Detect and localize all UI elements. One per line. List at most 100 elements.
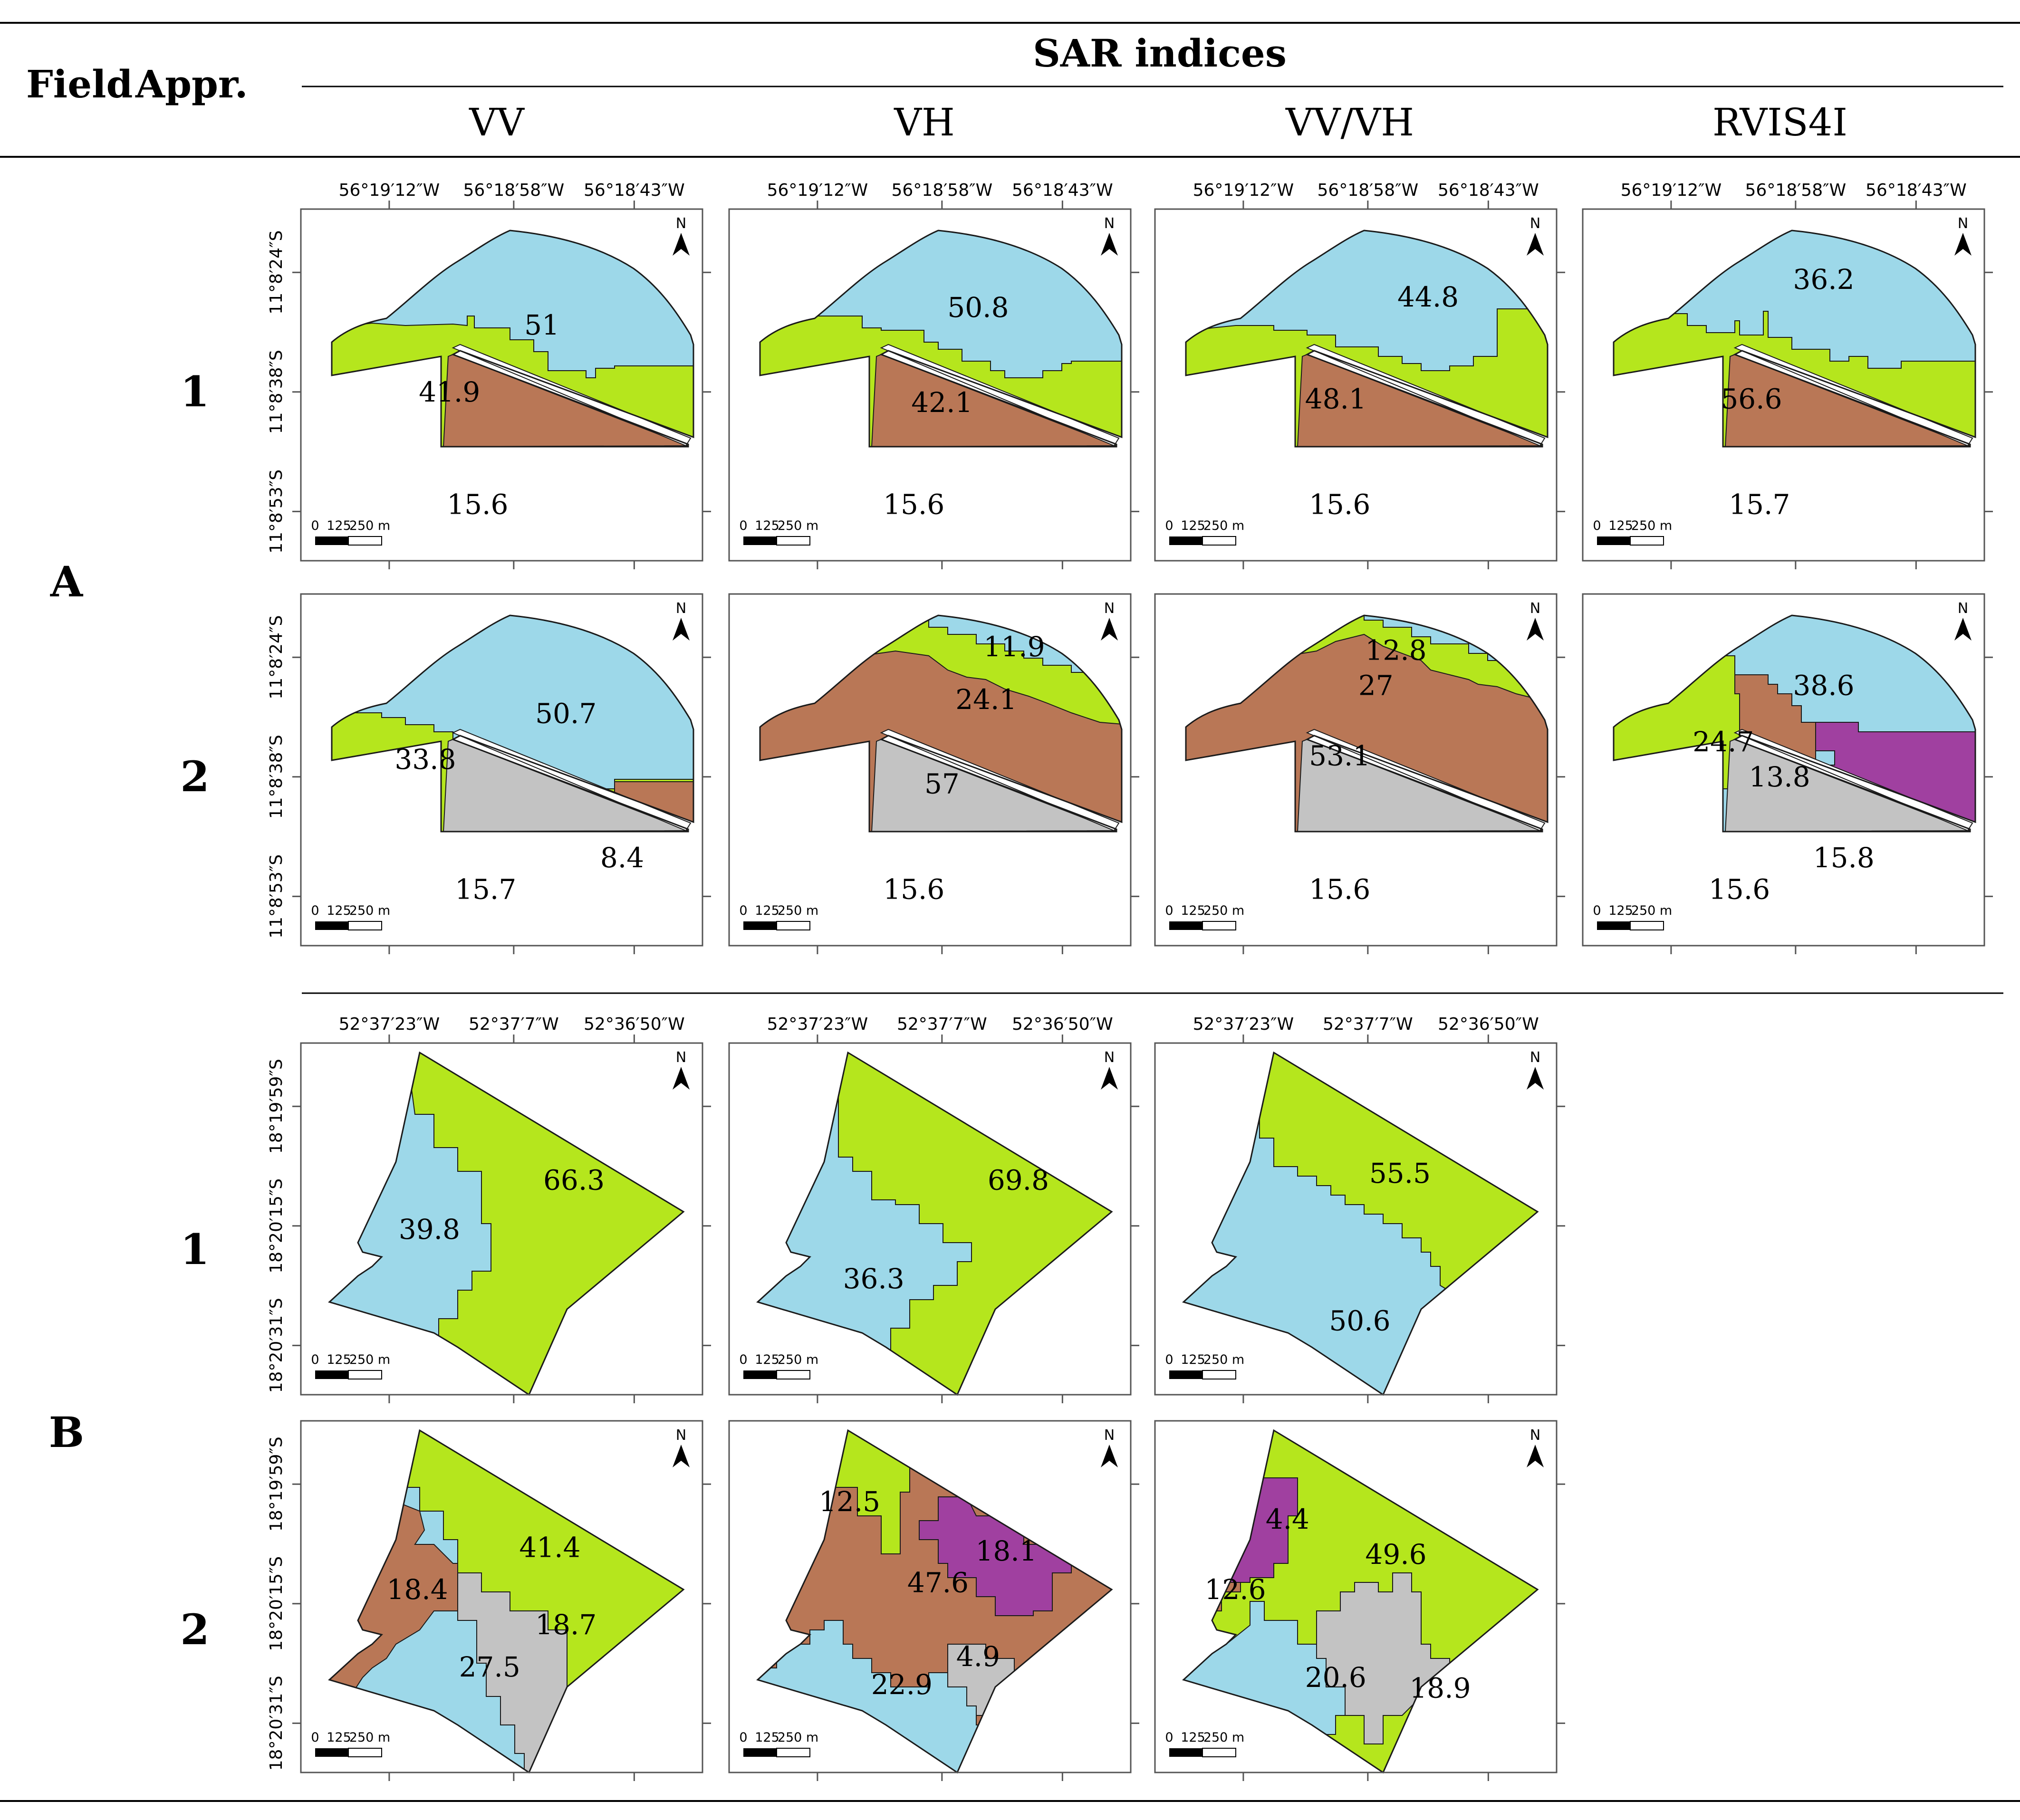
- north-label: N: [1530, 1049, 1540, 1066]
- zone-value-green: 66.3: [543, 1164, 605, 1197]
- latitude-tick-label: 18°19′59″S: [267, 1059, 286, 1154]
- map-0-0-2: [1185, 230, 1549, 448]
- scale-label: 125: [755, 1730, 779, 1745]
- scale-bar: [1169, 921, 1202, 930]
- zone-value-green: 48.1: [1305, 383, 1366, 415]
- longitude-tick-label: 56°19′12″W: [339, 181, 440, 200]
- scale-bar: [1169, 1748, 1202, 1757]
- zone-value-green: 49.6: [1365, 1538, 1426, 1571]
- north-arrow-icon: [1101, 1067, 1118, 1090]
- north-arrow-icon: [1527, 233, 1544, 256]
- zone-value-brown: 18.4: [386, 1573, 448, 1606]
- zone-value-green: 24.7: [1693, 726, 1754, 758]
- zone-value-gray: 15.7: [455, 873, 516, 906]
- zone-value-brown: 8.4: [600, 842, 644, 874]
- zone-value-gray: 18.9: [1409, 1672, 1471, 1704]
- scale-label: 0: [1165, 903, 1173, 918]
- scale-bar: [1169, 1370, 1202, 1379]
- scale-label: 250 m: [349, 1352, 390, 1367]
- scale-label: 250 m: [349, 1730, 390, 1745]
- latitude-tick-label: 11°8′53″S: [267, 469, 286, 554]
- latitude-tick-label: 18°20′31″S: [267, 1298, 286, 1393]
- zone-value-blue: 20.6: [1305, 1661, 1366, 1694]
- north-arrow-icon: [1101, 1445, 1118, 1467]
- longitude-tick-label: 52°36′50″W: [1012, 1015, 1113, 1034]
- field-label-a: A: [50, 557, 84, 606]
- zone-value-green: 55.5: [1369, 1157, 1431, 1189]
- scale-label: 0: [1593, 518, 1601, 533]
- north-label: N: [676, 600, 686, 617]
- north-label: N: [1958, 215, 1968, 232]
- north-label: N: [676, 215, 686, 232]
- north-label: N: [1104, 600, 1115, 617]
- appr-header: Appr.: [135, 62, 248, 106]
- map-1-0-1: [756, 1051, 1113, 1396]
- scale-bar: [315, 1370, 348, 1379]
- zone-value-brown: 12.6: [1204, 1573, 1266, 1606]
- scale-label: 0: [739, 1352, 747, 1367]
- zone-value-blue: 51: [524, 309, 559, 341]
- latitude-tick-label: 11°8′38″S: [267, 350, 286, 434]
- column-header-vv: VV: [469, 100, 525, 144]
- north-label: N: [1530, 1427, 1540, 1444]
- scale-label: 0: [1165, 1352, 1173, 1367]
- scale-label: 0: [311, 903, 319, 918]
- latitude-tick-label: 11°8′38″S: [267, 735, 286, 819]
- longitude-tick-label: 56°18′43″W: [584, 181, 685, 200]
- scale-label: 125: [1181, 1352, 1205, 1367]
- zone-value-gray: 4.9: [956, 1640, 1000, 1673]
- zone-value-green: 41.4: [519, 1531, 580, 1563]
- scale-label: 250 m: [1631, 518, 1672, 533]
- scale-label: 0: [739, 1730, 747, 1745]
- zone-value-brown: 15.7: [1729, 489, 1790, 521]
- sar-indices-title: SAR indices: [1033, 31, 1287, 76]
- scale-label: 0: [311, 1730, 319, 1745]
- zone-value-blue: 50.7: [535, 698, 596, 730]
- scale-label: 0: [1593, 903, 1601, 918]
- zone-value-gray: 15.6: [1709, 873, 1770, 906]
- scale-label: 125: [1608, 518, 1633, 533]
- zone-value-purple: 15.8: [1813, 842, 1875, 874]
- scale-label: 250 m: [1203, 1730, 1244, 1745]
- scale-bar: [315, 1748, 348, 1757]
- zone-value-green: 12.5: [819, 1485, 880, 1518]
- longitude-tick-label: 52°37′23″W: [339, 1015, 440, 1034]
- north-arrow-icon: [1527, 618, 1544, 641]
- longitude-tick-label: 56°19′12″W: [767, 181, 868, 200]
- latitude-tick-label: 11°8′24″S: [267, 230, 286, 315]
- zone-value-gray: 15.6: [883, 873, 944, 906]
- map-1-1-0: [328, 1429, 685, 1774]
- approach-label-a1: 1: [180, 367, 209, 416]
- scale-label: 0: [311, 1352, 319, 1367]
- map-0-1-0: [331, 614, 694, 833]
- zone-value-blue: 50.8: [947, 291, 1009, 324]
- zone-value-green: 56.6: [1721, 383, 1782, 415]
- scale-label: 125: [327, 1730, 351, 1745]
- zone-value-green: 24.1: [955, 683, 1017, 716]
- longitude-tick-label: 56°19′12″W: [1621, 181, 1722, 200]
- longitude-tick-label: 52°37′7″W: [897, 1015, 987, 1034]
- zone-value-gray: 18.7: [535, 1609, 596, 1641]
- scale-label: 250 m: [1203, 903, 1244, 918]
- latitude-tick-label: 11°8′24″S: [267, 615, 286, 699]
- zone-value-purple: 18.1: [975, 1535, 1037, 1567]
- north-arrow-icon: [1954, 618, 1972, 641]
- north-arrow-icon: [673, 233, 690, 256]
- north-arrow-icon: [1527, 1067, 1544, 1090]
- zone-value-brown: 47.6: [907, 1566, 969, 1599]
- longitude-tick-label: 52°36′50″W: [1438, 1015, 1539, 1034]
- zone-value-blue: 22.9: [871, 1668, 933, 1701]
- map-0-1-1: [759, 614, 1123, 833]
- map-1-0-2: [1182, 1051, 1539, 1396]
